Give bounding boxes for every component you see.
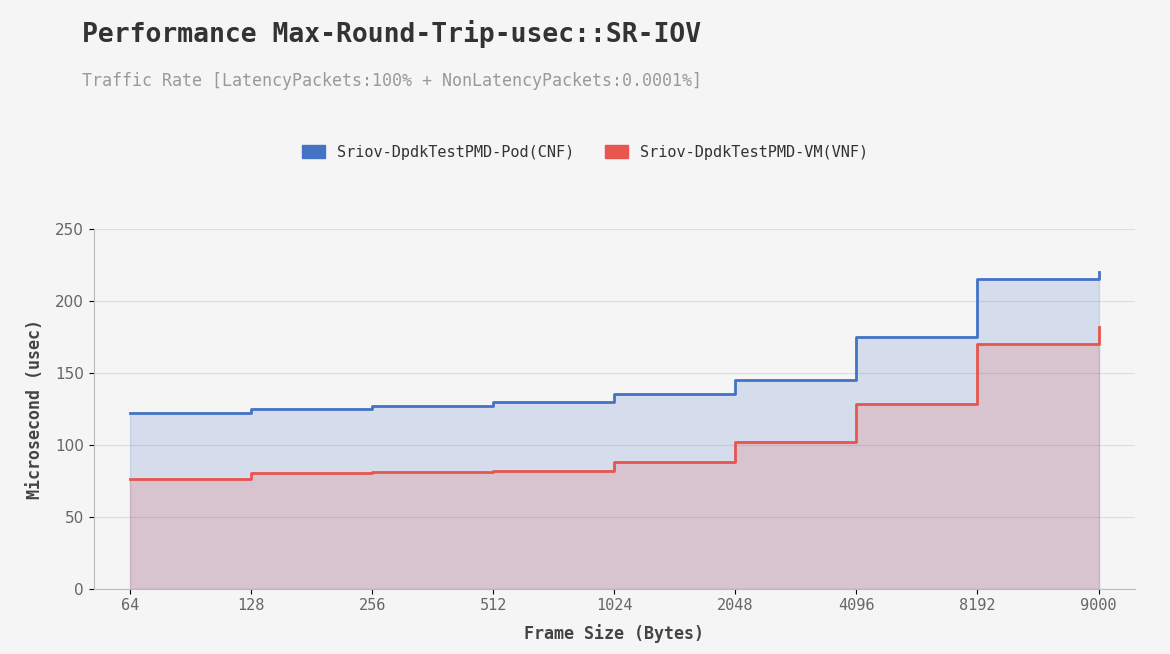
Text: Performance Max-Round-Trip-usec::SR-IOV: Performance Max-Round-Trip-usec::SR-IOV [82,20,701,48]
Y-axis label: Microsecond (usec): Microsecond (usec) [26,318,44,499]
Text: Traffic Rate [LatencyPackets:100% + NonLatencyPackets:0.0001%]: Traffic Rate [LatencyPackets:100% + NonL… [82,72,702,90]
X-axis label: Frame Size (Bytes): Frame Size (Bytes) [524,625,704,644]
Legend: Sriov-DpdkTestPMD-Pod(CNF), Sriov-DpdkTestPMD-VM(VNF): Sriov-DpdkTestPMD-Pod(CNF), Sriov-DpdkTe… [296,139,874,165]
